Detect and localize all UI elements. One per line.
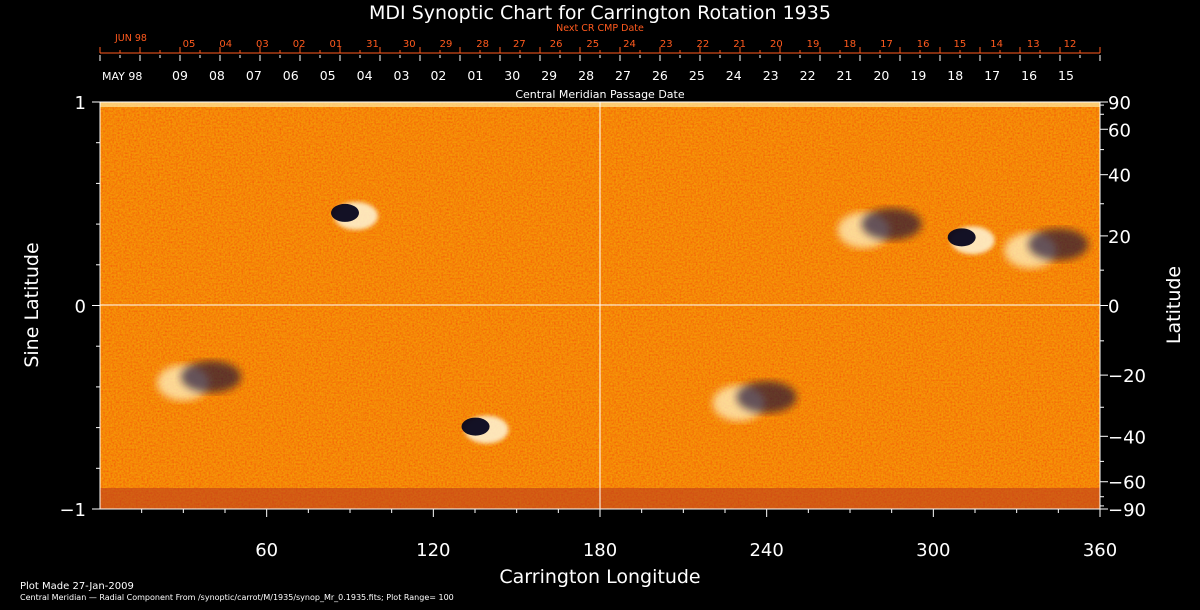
next-cr-date-label: 15 (954, 39, 967, 50)
y-right-tick-label: −40 (1108, 427, 1146, 448)
y-left-tick-label: 1 (75, 93, 86, 114)
next-cr-label: Next CR CMP Date (556, 23, 644, 34)
cmp-date-label: 18 (947, 68, 963, 83)
cmp-date-label: 15 (1058, 68, 1074, 83)
next-cr-date-label: 31 (366, 39, 379, 50)
active-region (157, 360, 242, 401)
cmp-date-label: 01 (467, 68, 483, 83)
next-cr-date-label: 20 (770, 39, 783, 50)
next-cr-date-label: 19 (807, 39, 820, 50)
next-cr-date-label: 30 (403, 39, 416, 50)
cmp-date-label: 20 (873, 68, 889, 83)
y-axis-right: 90 60 40 20 0 −20 −40 −60 −90 (1100, 93, 1146, 521)
y-right-tick-label: −60 (1108, 473, 1146, 494)
x-tick-label: 120 (416, 540, 450, 561)
cmp-date-label: 07 (246, 68, 262, 83)
next-cr-date-label: 01 (329, 39, 342, 50)
y-right-tick-label: 20 (1108, 227, 1131, 248)
x-tick-label: 360 (1083, 540, 1117, 561)
cmp-date-label: 24 (726, 68, 742, 83)
cmp-date-label: 19 (910, 68, 926, 83)
next-cr-date-label: 17 (880, 39, 893, 50)
y-axis-right-label: Latitude (1163, 266, 1185, 344)
x-axis-label: Carrington Longitude (499, 566, 700, 588)
next-cr-date-label: 26 (550, 39, 563, 50)
cmp-date-label: 29 (541, 68, 557, 83)
cmp-date-label: 04 (357, 68, 373, 83)
next-cr-date-label: 02 (293, 39, 306, 50)
y-right-tick-label: 0 (1108, 297, 1119, 318)
negative-polarity-patch (331, 203, 359, 222)
next-cr-date-label: 22 (697, 39, 710, 50)
next-cr-date-label: 21 (733, 39, 746, 50)
next-cr-date-label: 14 (990, 39, 1003, 50)
cmp-date-label: 02 (430, 68, 446, 83)
y-right-tick-label: −90 (1108, 500, 1146, 521)
x-tick-label: 240 (749, 540, 783, 561)
cmp-date-label: 21 (837, 68, 853, 83)
y-left-tick-label: 0 (75, 297, 86, 318)
x-axis: 60 120 180 240 300 360 (141, 509, 1117, 561)
next-cr-date-label: 18 (843, 39, 856, 50)
cmp-date-label: 22 (800, 68, 816, 83)
negative-polarity-patch (947, 228, 976, 247)
next-cr-date-label: 25 (586, 39, 599, 50)
cmp-date-label: 26 (652, 68, 668, 83)
cmp-date-label: 06 (283, 68, 299, 83)
active-region (837, 208, 922, 249)
y-right-tick-label: 40 (1108, 166, 1131, 187)
active-regions (157, 201, 1089, 444)
next-cr-axis: 05 04 03 02 01 31 30 29 28 27 26 25 24 23 22 21 20 19 18 17… (99, 39, 1101, 53)
cmp-date-label: 25 (689, 68, 705, 83)
negative-polarity-patch (461, 417, 490, 436)
next-cr-date-label: 29 (440, 39, 453, 50)
next-cr-date-label: 05 (183, 39, 196, 50)
active-region (461, 415, 509, 444)
next-cr-date-label: 28 (476, 39, 489, 50)
y-axis-left: 1 0 −1 (59, 93, 100, 521)
next-cr-date-label: 23 (660, 39, 673, 50)
next-cr-date-label: 04 (219, 39, 232, 50)
active-region (1004, 228, 1089, 269)
cmp-date-label: 30 (504, 68, 520, 83)
negative-polarity-patch (181, 360, 242, 393)
y-right-tick-label: 60 (1108, 120, 1131, 141)
negative-polarity-patch (861, 208, 922, 241)
cmp-date-label: 17 (984, 68, 1000, 83)
negative-polarity-patch (1028, 228, 1089, 261)
x-tick-label: 300 (916, 540, 950, 561)
y-left-tick-label: −1 (59, 500, 86, 521)
active-region (331, 201, 378, 230)
next-cr-date-label: 03 (256, 39, 269, 50)
cmp-month: MAY 98 (102, 70, 142, 83)
active-region (947, 226, 995, 255)
cmp-date-label: 09 (172, 68, 188, 83)
y-right-tick-label: 90 (1108, 93, 1131, 114)
plot-made-text: Plot Made 27-Jan-2009 (20, 581, 134, 592)
next-cr-date-label: 16 (917, 39, 930, 50)
x-tick-label: 60 (255, 540, 278, 561)
y-axis-left-label: Sine Latitude (21, 242, 43, 367)
active-region (712, 381, 797, 422)
y-right-tick-label: −20 (1108, 366, 1146, 387)
footer-caption: Central Meridian — Radial Component From… (20, 593, 454, 602)
cmp-date-label: 03 (394, 68, 410, 83)
next-cr-date-label: 24 (623, 39, 636, 50)
cmp-date-axis: 09 08 07 06 05 04 03 02 01 30 29 28 27 26 25 24 23 22 21 20… (99, 55, 1101, 83)
cmp-date-label: 27 (615, 68, 631, 83)
next-cr-date-label: 27 (513, 39, 526, 50)
cmp-axis-label: Central Meridian Passage Date (515, 88, 684, 101)
cmp-date-label: 23 (763, 68, 779, 83)
next-cr-date-label: 13 (1027, 39, 1040, 50)
x-tick-label: 180 (583, 540, 617, 561)
chart-title: MDI Synoptic Chart for Carrington Rotati… (369, 2, 831, 24)
next-cr-date-label: 12 (1064, 39, 1077, 50)
cmp-date-label: 16 (1021, 68, 1037, 83)
cmp-date-label: 05 (320, 68, 336, 83)
cmp-date-label: 28 (578, 68, 594, 83)
cmp-date-label: 08 (209, 68, 225, 83)
negative-polarity-patch (736, 381, 797, 414)
next-cr-month: JUN 98 (114, 33, 147, 44)
